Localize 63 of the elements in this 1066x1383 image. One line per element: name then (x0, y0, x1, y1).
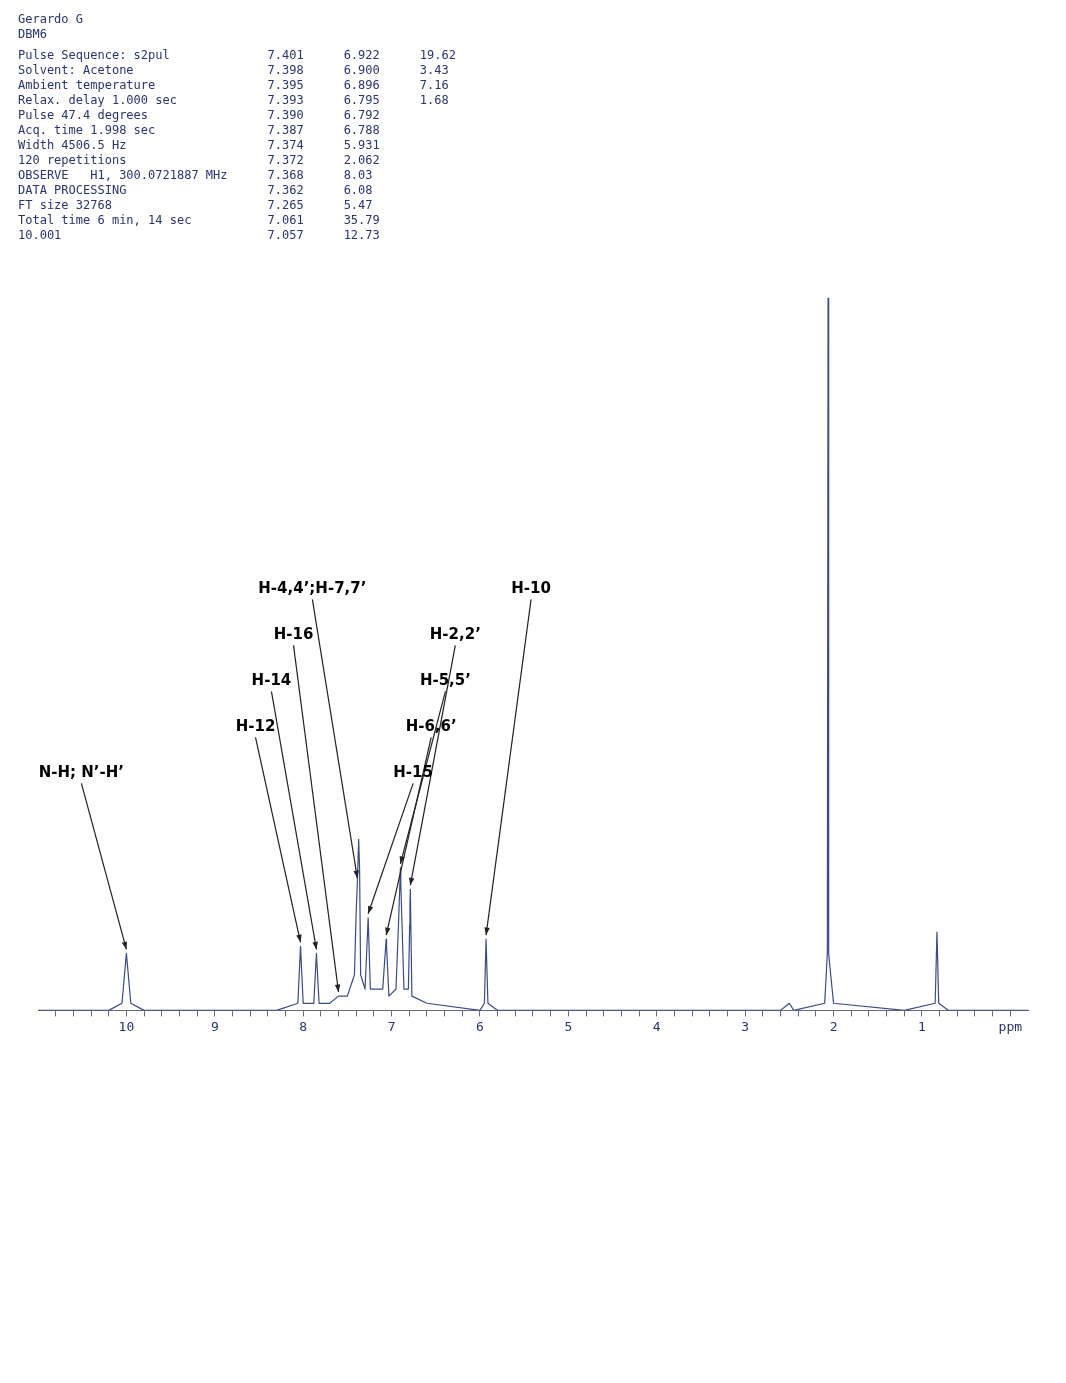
text: 7.057 (267, 228, 304, 243)
text: DATA PROCESSING (18, 183, 128, 198)
text: 7.401 (267, 48, 304, 63)
text: Width 4506.5 Hz (18, 138, 128, 153)
text: 7.265 (267, 198, 304, 213)
text: 120 repetitions (18, 153, 128, 168)
text: 6.900 (343, 63, 380, 78)
annotation: H-10 (511, 578, 551, 597)
text: 8.03 (343, 168, 374, 183)
text: 6.922 (343, 48, 380, 63)
x-tick-label: 9 (210, 1018, 219, 1034)
text: 6.896 (343, 78, 380, 93)
annotation: H-14 (251, 670, 292, 689)
text: 7.362 (267, 183, 304, 198)
annotation: H-4,4’;H-7,7’ (258, 578, 367, 597)
text: 3.43 (419, 63, 450, 78)
annotation: H-16 (273, 624, 314, 643)
text: Acq. time 1.998 sec (18, 123, 157, 138)
x-tick-label: ppm (998, 1018, 1023, 1034)
text: 5.931 (343, 138, 380, 153)
x-tick-label: 10 (118, 1018, 135, 1034)
text: 6.792 (343, 108, 380, 123)
text: 7.372 (267, 153, 304, 168)
text: 2.062 (343, 153, 380, 168)
text: 1.68 (419, 93, 450, 108)
chart-subtitle: DBM6 (18, 27, 48, 42)
annotation: H-12 (235, 716, 276, 735)
x-tick-label: 1 (918, 1018, 926, 1034)
text: 10.001 (18, 228, 63, 243)
text: 35.79 (343, 213, 380, 228)
text: 7.061 (267, 213, 304, 228)
text: Pulse 47.4 degrees (18, 108, 150, 123)
x-tick-label: 5 (564, 1018, 573, 1034)
x-tick-label: 7 (387, 1018, 396, 1034)
x-tick-label: 6 (476, 1018, 484, 1034)
chart-title: Gerardo G (18, 12, 85, 27)
text: OBSERVE H1, 300.0721887 MHz (18, 168, 228, 183)
text: 7.368 (267, 168, 304, 183)
text: Pulse Sequence: s2pul (18, 48, 171, 63)
text: 6.795 (343, 93, 380, 108)
text: 7.16 (419, 78, 450, 93)
text: Total time 6 min, 14 sec (18, 213, 193, 228)
text: Solvent: Acetone (18, 63, 135, 78)
text: 7.398 (267, 63, 304, 78)
text: 12.73 (343, 228, 380, 243)
x-tick-label: 4 (652, 1018, 661, 1034)
annotation: N-H; N’-H’ (38, 762, 125, 781)
text: 6.788 (343, 123, 380, 138)
text: 7.374 (267, 138, 304, 153)
text: 7.390 (267, 108, 304, 123)
x-tick-label: 3 (741, 1018, 750, 1034)
text: 7.395 (267, 78, 304, 93)
text: 7.393 (267, 93, 304, 108)
text: 7.387 (267, 123, 304, 138)
annotation: H-2,2’ (429, 624, 481, 643)
text: Relax. delay 1.000 sec (18, 93, 178, 108)
text: 6.08 (343, 183, 374, 198)
text: FT size 32768 (18, 198, 113, 213)
x-tick-label: 8 (299, 1018, 308, 1034)
text: Ambient temperature (18, 78, 157, 93)
text: 19.62 (419, 48, 456, 63)
x-tick-label: 2 (829, 1018, 838, 1034)
text: 5.47 (343, 198, 374, 213)
